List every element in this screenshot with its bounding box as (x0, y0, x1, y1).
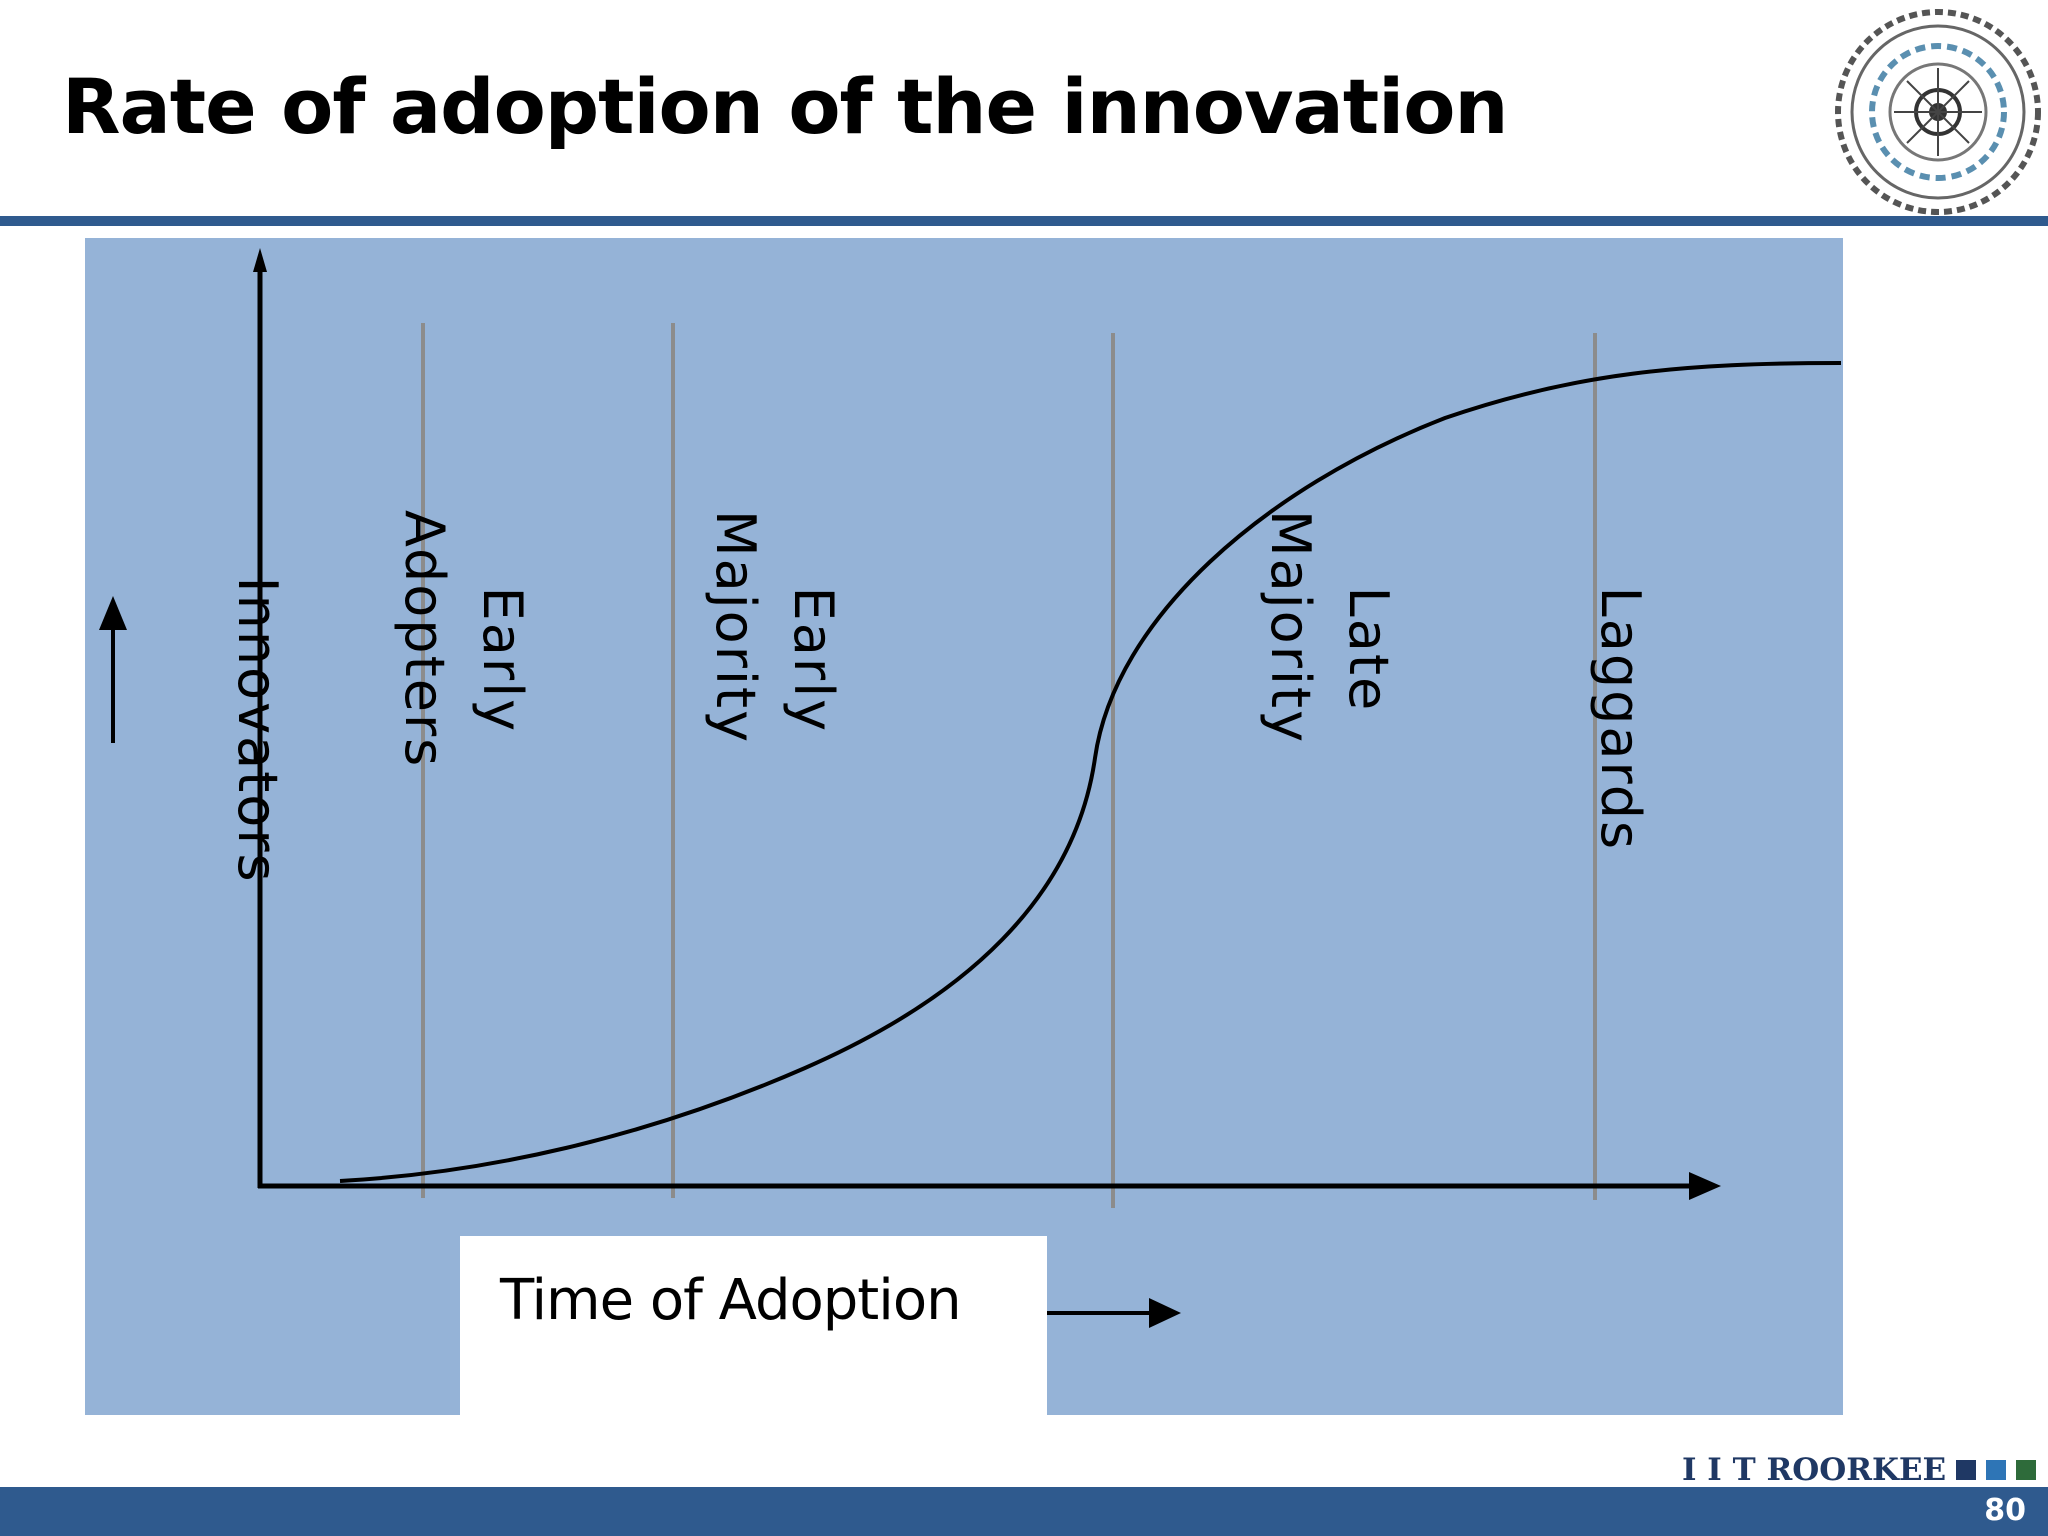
category-label-early-majority: Early Majority (618, 510, 930, 744)
x-axis-label-box: Time of Adoption (460, 1236, 1047, 1416)
footer-logo-text: I I T ROORKEE (1682, 1452, 1947, 1488)
x-axis-label: Time of Adoption (500, 1268, 962, 1333)
adoption-diagram: Time of Adoption Innovators Early Adopter… (85, 238, 1843, 1416)
category-label-line: Early (471, 586, 534, 734)
adoption-s-curve (339, 361, 1842, 1183)
slide-title: Rate of adoption of the innovation (62, 62, 1509, 151)
category-label-laggards: Laggards (1503, 510, 1737, 851)
category-label-line: Early (782, 586, 845, 734)
category-label-line: Innovators (226, 576, 289, 884)
up-arrow-head (99, 596, 127, 630)
category-label-line: Adopters (393, 510, 456, 769)
adoption-curve-graphic (99, 248, 1842, 1328)
category-label-line: Laggards (1589, 586, 1652, 852)
category-label-late-majority: Late Majority (1173, 510, 1485, 744)
time-arrow-head (1149, 1298, 1181, 1328)
y-axis-arrowhead (253, 248, 267, 272)
category-label-line: Late (1337, 586, 1400, 713)
logo-square-icon (2016, 1460, 2037, 1480)
x-axis-arrowhead (1689, 1172, 1721, 1200)
category-label-early-adopters: Early Adopters (307, 510, 619, 768)
footer-logo: I I T ROORKEE (1682, 1450, 2037, 1490)
logo-square-icon (1956, 1460, 1977, 1480)
title-divider (0, 216, 2048, 226)
category-label-line: Majority (1259, 510, 1322, 745)
footer-bar: 80 (0, 1487, 2048, 1536)
logo-square-icon (1986, 1460, 2007, 1480)
page-number: 80 (1984, 1493, 2026, 1528)
category-label-line: Majority (704, 510, 767, 745)
iit-roorkee-emblem-icon (1835, 9, 2041, 215)
